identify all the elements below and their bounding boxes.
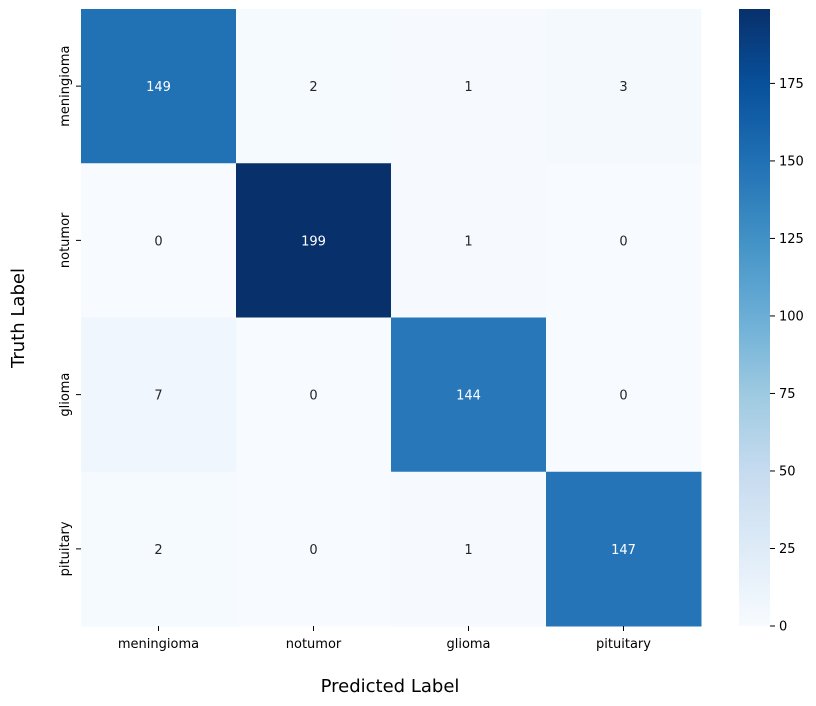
cell-r3-c3 [546, 471, 702, 627]
cell-r2-c3 [546, 317, 702, 473]
cell-value-r3-c1: 0 [309, 543, 317, 558]
colorbar [739, 9, 770, 626]
colorbar-tick-label-4: 100 [779, 309, 804, 324]
y-tick-label-0: meningioma [58, 46, 73, 127]
cell-value-r0-c1: 2 [309, 80, 317, 95]
cell-value-r0-c3: 3 [619, 80, 627, 95]
colorbar-tick-label-2: 50 [779, 464, 796, 479]
x-tick-label-0: meningioma [118, 637, 199, 652]
cell-value-r0-c2: 1 [464, 80, 472, 95]
cell-r3-c0 [81, 471, 237, 627]
cell-value-r2-c3: 0 [619, 389, 627, 404]
cell-value-r2-c2: 144 [456, 389, 481, 404]
cell-value-r3-c2: 1 [464, 543, 472, 558]
x-tick-label-2: glioma [446, 637, 490, 652]
heatmap-cells [81, 9, 702, 627]
y-tick-label-3: pituitary [58, 521, 73, 576]
cell-value-r1-c0: 0 [154, 234, 162, 249]
cell-r0-c3 [546, 9, 702, 164]
colorbar-tick-label-6: 150 [779, 154, 804, 169]
cell-value-r2-c0: 7 [154, 389, 162, 404]
cell-annotations: 149 2 1 3 0 199 1 0 7 0 144 0 2 0 1 147 [146, 80, 636, 558]
colorbar-tick-label-1: 25 [779, 542, 796, 557]
cell-r3-c2 [391, 471, 547, 627]
x-axis-label: Predicted Label [321, 676, 460, 697]
colorbar-tick-label-3: 75 [779, 387, 796, 402]
cell-r0-c1 [236, 9, 392, 164]
colorbar-tick-label-7: 175 [779, 77, 804, 92]
cell-r0-c2 [391, 9, 547, 164]
cell-r1-c3 [546, 163, 702, 318]
cell-r2-c2 [391, 317, 547, 473]
y-tick-label-1: notumor [58, 212, 73, 268]
cell-value-r2-c1: 0 [309, 389, 317, 404]
cell-value-r0-c0: 149 [146, 80, 171, 95]
cell-value-r3-c3: 147 [611, 543, 636, 558]
colorbar-gradient [739, 9, 770, 626]
cell-r1-c0 [81, 163, 237, 318]
cell-value-r1-c3: 0 [619, 234, 627, 249]
cell-r2-c0 [81, 317, 237, 473]
x-axis-ticks: meningioma notumor glioma pituitary [118, 626, 651, 652]
x-tick-label-3: pituitary [596, 637, 651, 652]
cell-r2-c1 [236, 317, 392, 473]
y-tick-label-2: glioma [58, 373, 73, 417]
colorbar-tick-label-0: 0 [779, 620, 787, 635]
cell-r3-c1 [236, 471, 392, 627]
cell-r1-c2 [391, 163, 547, 318]
cell-value-r1-c1: 199 [301, 234, 326, 249]
cell-value-r1-c2: 1 [464, 234, 472, 249]
colorbar-ticks: 0 25 50 75 100 125 150 175 [770, 77, 804, 635]
colorbar-tick-label-5: 125 [779, 232, 804, 247]
y-axis-ticks: meningioma notumor glioma pituitary [58, 46, 81, 576]
cell-r1-c1 [236, 163, 392, 318]
cell-value-r3-c0: 2 [154, 543, 162, 558]
cell-r0-c0 [81, 9, 237, 164]
y-axis-label: Truth Label [8, 268, 29, 369]
x-tick-label-1: notumor [286, 637, 342, 652]
